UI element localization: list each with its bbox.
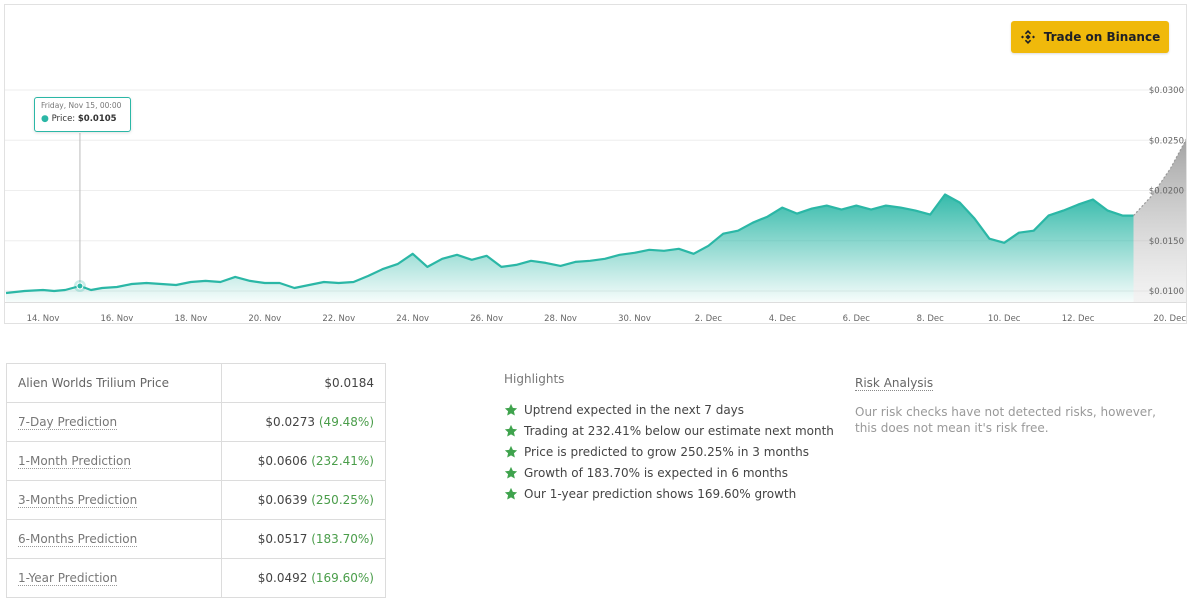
x-tick-label: 12. Dec bbox=[1062, 314, 1095, 324]
row-value-cell: $0.0184 bbox=[221, 363, 386, 403]
prediction-link[interactable]: 1-Month Prediction bbox=[18, 454, 132, 469]
forecast-area bbox=[1133, 139, 1186, 302]
x-tick-label: 10. Dec bbox=[988, 314, 1021, 324]
row-value-cell: $0.0606 (232.41%) bbox=[221, 441, 386, 481]
highlights-list: Uptrend expected in the next 7 days Tradi… bbox=[504, 400, 834, 504]
risk-analysis-section: Risk Analysis Our risk checks have not d… bbox=[855, 372, 1175, 436]
table-row: 1-Month Prediction $0.0606 (232.41%) bbox=[6, 441, 386, 481]
row-percent: (232.41%) bbox=[311, 454, 374, 468]
row-percent: (183.70%) bbox=[311, 532, 374, 546]
table-row: 3-Months Prediction $0.0639 (250.25%) bbox=[6, 480, 386, 520]
tooltip-price-value: $0.0105 bbox=[77, 114, 117, 124]
x-tick-label: 4. Dec bbox=[769, 314, 797, 324]
highlight-item: Our 1-year prediction shows 169.60% grow… bbox=[504, 483, 834, 504]
x-tick-label: 22. Nov bbox=[322, 314, 355, 324]
price-chart[interactable]: 14. Nov 16. Nov 18. Nov 20. Nov 22. Nov 24. N… bbox=[4, 4, 1187, 324]
tooltip-date: Friday, Nov 15, 00:00 bbox=[41, 101, 122, 110]
row-percent: (169.60%) bbox=[311, 571, 374, 585]
risk-analysis-text: Our risk checks have not detected risks,… bbox=[855, 405, 1156, 435]
highlight-item: Trading at 232.41% below our estimate ne… bbox=[504, 421, 834, 442]
row-label: Alien Worlds Trilium Price bbox=[18, 376, 170, 390]
x-tick-label: 20. Dec bbox=[1153, 314, 1186, 324]
y-tick-label: $0.0100 bbox=[1149, 287, 1184, 297]
prediction-link[interactable]: 1-Year Prediction bbox=[18, 571, 118, 586]
hover-point bbox=[76, 282, 84, 290]
row-label-cell: 7-Day Prediction bbox=[6, 402, 222, 442]
row-percent: (49.48%) bbox=[318, 415, 374, 429]
row-label-cell: 6-Months Prediction bbox=[6, 519, 222, 559]
row-value-cell: $0.0492 (169.60%) bbox=[221, 558, 386, 598]
row-value: $0.0606 bbox=[257, 454, 308, 468]
table-row: Alien Worlds Trilium Price $0.0184 bbox=[6, 363, 386, 403]
y-tick-label: $0.0150 bbox=[1149, 237, 1184, 247]
x-tick-label: 24. Nov bbox=[396, 314, 429, 324]
highlight-text: Growth of 183.70% is expected in 6 month… bbox=[524, 465, 789, 480]
row-value-cell: $0.0517 (183.70%) bbox=[221, 519, 386, 559]
x-tick-label: 2. Dec bbox=[695, 314, 723, 324]
highlight-item: Growth of 183.70% is expected in 6 month… bbox=[504, 462, 834, 483]
row-value-cell: $0.0273 (49.48%) bbox=[221, 402, 386, 442]
highlight-item: Uptrend expected in the next 7 days bbox=[504, 400, 834, 421]
trade-button-label: Trade on Binance bbox=[1043, 30, 1161, 44]
highlight-text: Uptrend expected in the next 7 days bbox=[524, 403, 745, 418]
series-dot-icon: ● bbox=[41, 114, 49, 124]
y-tick-label: $0.0250 bbox=[1149, 136, 1184, 146]
price-chart-svg[interactable]: 14. Nov 16. Nov 18. Nov 20. Nov 22. Nov 24. N… bbox=[5, 5, 1187, 324]
prediction-link[interactable]: 7-Day Prediction bbox=[18, 415, 118, 430]
tooltip-price-label: Price: bbox=[51, 114, 76, 124]
x-tick-label: 20. Nov bbox=[248, 314, 281, 324]
star-icon bbox=[504, 466, 518, 479]
y-tick-label: $0.0200 bbox=[1149, 187, 1184, 197]
star-icon bbox=[504, 404, 518, 416]
price-area bbox=[6, 194, 1134, 302]
row-label-cell: Alien Worlds Trilium Price bbox=[6, 363, 222, 403]
row-value-cell: $0.0639 (250.25%) bbox=[221, 480, 386, 520]
row-value: $0.0639 bbox=[257, 493, 308, 507]
prediction-link[interactable]: 3-Months Prediction bbox=[18, 493, 138, 508]
star-icon bbox=[504, 445, 518, 458]
prediction-link[interactable]: 6-Months Prediction bbox=[18, 532, 138, 547]
highlight-item: Price is predicted to grow 250.25% in 3 … bbox=[504, 442, 834, 463]
x-tick-label: 6. Dec bbox=[843, 314, 871, 324]
highlight-text: Trading at 232.41% below our estimate ne… bbox=[524, 424, 834, 439]
x-tick-label: 16. Nov bbox=[101, 314, 134, 324]
price-line bbox=[5, 193, 1134, 295]
x-tick-label: 28. Nov bbox=[544, 314, 577, 324]
star-icon bbox=[504, 487, 518, 500]
row-percent: (250.25%) bbox=[311, 493, 374, 507]
row-label-cell: 1-Year Prediction bbox=[6, 558, 222, 598]
highlights-title: Highlights bbox=[504, 372, 565, 386]
risk-analysis-link[interactable]: Risk Analysis bbox=[855, 376, 934, 391]
table-row: 1-Year Prediction $0.0492 (169.60%) bbox=[6, 558, 386, 598]
row-label-cell: 3-Months Prediction bbox=[6, 480, 222, 520]
star-icon bbox=[504, 425, 518, 437]
x-tick-label: 14. Nov bbox=[27, 314, 60, 324]
y-tick-label: $0.0300 bbox=[1149, 86, 1184, 96]
binance-logo-icon bbox=[1020, 30, 1035, 44]
trade-on-binance-button[interactable]: Trade on Binance bbox=[1011, 21, 1169, 53]
highlights-section: Highlights Uptrend expected in the next … bbox=[504, 372, 834, 504]
x-tick-label: 8. Dec bbox=[917, 314, 945, 324]
highlight-text: Price is predicted to grow 250.25% in 3 … bbox=[524, 444, 809, 459]
table-row: 7-Day Prediction $0.0273 (49.48%) bbox=[6, 402, 386, 442]
highlight-text: Our 1-year prediction shows 169.60% grow… bbox=[524, 486, 797, 501]
forecast-line bbox=[1133, 138, 1186, 217]
x-tick-label: 30. Nov bbox=[618, 314, 651, 324]
row-value: $0.0273 bbox=[265, 415, 316, 429]
row-value: $0.0492 bbox=[257, 571, 308, 585]
row-label-cell: 1-Month Prediction bbox=[6, 441, 222, 481]
chart-tooltip: Friday, Nov 15, 00:00 ● Price: $0.0105 bbox=[34, 97, 131, 132]
table-row: 6-Months Prediction $0.0517 (183.70%) bbox=[6, 519, 386, 559]
x-tick-label: 26. Nov bbox=[470, 314, 503, 324]
tooltip-price-row: ● Price: $0.0105 bbox=[41, 114, 124, 124]
x-tick-label: 18. Nov bbox=[174, 314, 207, 324]
row-value: $0.0184 bbox=[324, 376, 374, 390]
prediction-table: Alien Worlds Trilium Price $0.0184 7-Day P… bbox=[6, 363, 386, 598]
row-value: $0.0517 bbox=[257, 532, 308, 546]
